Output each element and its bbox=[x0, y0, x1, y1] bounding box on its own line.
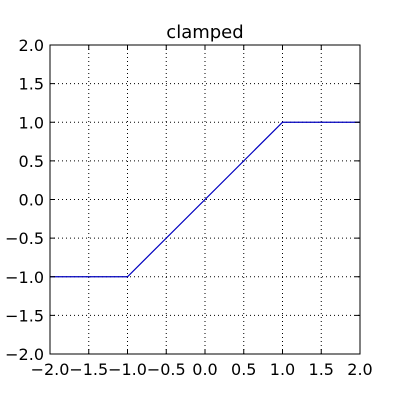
series-layer bbox=[50, 121, 360, 278]
chart-title: clamped bbox=[166, 22, 243, 43]
x-tick-label: −1.0 bbox=[108, 360, 147, 379]
ticks bbox=[49, 44, 361, 355]
series-line bbox=[50, 121, 360, 278]
x-tick-labels: −2.0 −1.5 −1.0 −0.5 0.0 0.5 1.0 1.5 2.0 bbox=[31, 360, 373, 379]
y-tick-label: −2.0 bbox=[5, 345, 44, 364]
x-tick-label: 0.5 bbox=[231, 360, 256, 379]
y-tick-label: −1.5 bbox=[5, 306, 44, 325]
y-tick-labels: −2.0 −1.5 −1.0 −0.5 0.0 0.5 1.0 1.5 2.0 bbox=[5, 36, 44, 364]
x-tick-label: 1.0 bbox=[270, 360, 295, 379]
y-tick-label: 1.5 bbox=[19, 75, 44, 94]
x-tick-label: 1.5 bbox=[309, 360, 334, 379]
y-tick-label: 0.0 bbox=[19, 191, 44, 210]
x-tick-label: 2.0 bbox=[347, 360, 372, 379]
y-tick-label: −1.0 bbox=[5, 268, 44, 287]
y-tick-label: 0.5 bbox=[19, 152, 44, 171]
y-tick-label: 1.0 bbox=[19, 113, 44, 132]
x-tick-label: −0.5 bbox=[147, 360, 186, 379]
x-tick-label: 0.0 bbox=[192, 360, 217, 379]
x-tick-label: −1.5 bbox=[69, 360, 108, 379]
y-tick-label: −0.5 bbox=[5, 229, 44, 248]
x-tick-label: −2.0 bbox=[31, 360, 70, 379]
y-tick-label: 2.0 bbox=[19, 36, 44, 55]
